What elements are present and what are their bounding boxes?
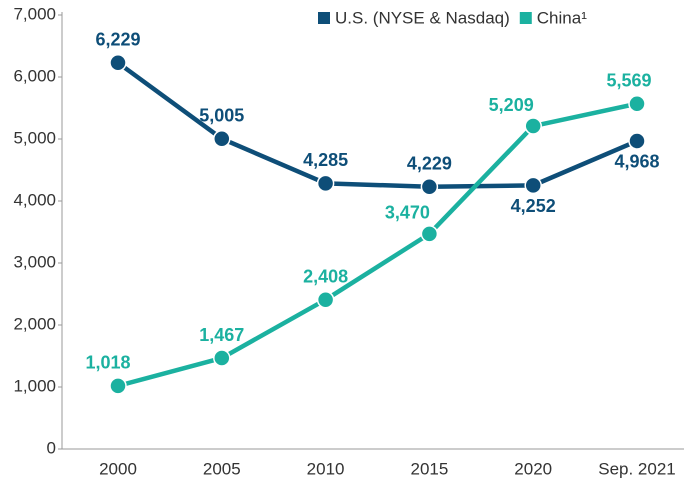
value-label: 5,005	[199, 105, 244, 125]
value-label: 1,018	[85, 353, 130, 373]
value-label: 4,229	[407, 154, 452, 174]
point	[524, 176, 542, 195]
x-tick-label: 2010	[307, 459, 345, 478]
value-label: 2,408	[303, 266, 348, 286]
y-tick-label: 4,000	[13, 190, 56, 209]
series-line	[116, 60, 638, 190]
x-tick-label: 2005	[203, 459, 241, 478]
x-tick-label: 2015	[410, 459, 448, 478]
value-label: 5,569	[606, 70, 651, 90]
value-label: 3,470	[385, 203, 430, 223]
point	[420, 225, 439, 243]
y-tick-label: 1,000	[13, 376, 56, 395]
y-tick-label: 5,000	[13, 128, 56, 147]
y-tick-label: 3,000	[13, 252, 56, 271]
y-tick-label: 0	[47, 438, 56, 457]
x-tick-label: 2000	[99, 459, 137, 478]
legend-label: China¹	[537, 8, 587, 27]
point	[109, 377, 127, 395]
y-tick-label: 6,000	[13, 66, 56, 85]
value-label: 4,252	[511, 196, 556, 216]
point	[109, 54, 127, 72]
value-label: 4,968	[614, 152, 659, 172]
y-tick-label: 7,000	[13, 4, 56, 23]
x-tick-label: Sep. 2021	[598, 459, 676, 478]
series-line	[117, 101, 638, 389]
point	[316, 174, 335, 193]
point	[213, 129, 231, 148]
y-tick-label: 2,000	[13, 314, 56, 333]
point	[628, 132, 646, 150]
value-label: 4,285	[303, 150, 348, 170]
value-label: 6,229	[95, 30, 140, 50]
point	[420, 178, 439, 196]
legend-swatch	[519, 12, 532, 24]
point	[213, 349, 231, 367]
point	[628, 94, 646, 113]
x-tick-label: 2020	[514, 459, 552, 478]
point	[316, 290, 335, 309]
legend-label: U.S. (NYSE & Nasdaq)	[335, 8, 510, 27]
point	[524, 117, 542, 135]
value-label: 5,209	[489, 95, 534, 115]
legend-swatch	[318, 12, 330, 24]
value-label: 1,467	[199, 325, 244, 345]
